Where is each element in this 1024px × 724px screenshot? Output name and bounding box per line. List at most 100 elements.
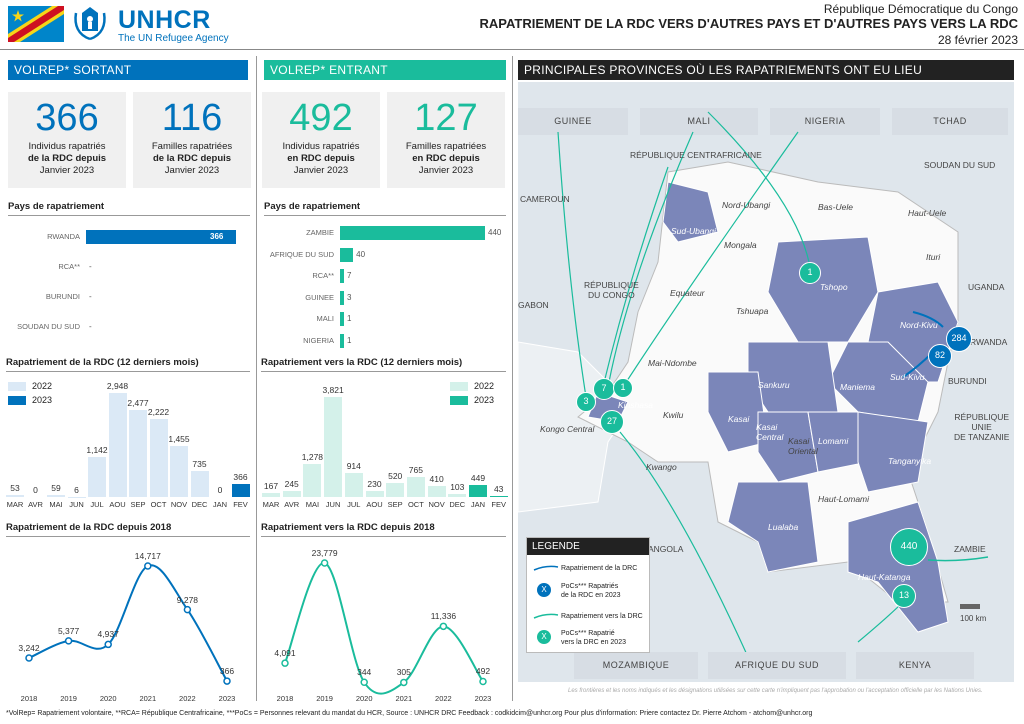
province-equateur: Equateur bbox=[670, 288, 705, 298]
scale-label: 100 km bbox=[960, 614, 987, 623]
monthly-value: 1,142 bbox=[86, 444, 108, 455]
yearly-line bbox=[284, 562, 484, 695]
month-label: JAN bbox=[212, 500, 228, 509]
yearly-value: 5,377 bbox=[57, 625, 80, 636]
divider bbox=[6, 371, 250, 372]
country-bar bbox=[340, 290, 344, 305]
incoming-countries-title: Pays de rapatriement bbox=[264, 201, 361, 212]
country-bar bbox=[340, 312, 344, 326]
map-marker-haut-katanga-440[interactable]: 440 bbox=[890, 528, 928, 566]
province-sankuru: Sankuru bbox=[758, 380, 790, 390]
month-label: AOU bbox=[109, 500, 126, 509]
month-label: OCT bbox=[150, 500, 167, 509]
month-label: JAN bbox=[470, 500, 486, 509]
month-label: MAI bbox=[49, 500, 63, 509]
country-box-nigeria: NIGERIA bbox=[770, 108, 880, 135]
monthly-value: 167 bbox=[263, 480, 279, 491]
year-label: 2021 bbox=[139, 694, 157, 703]
monthly-value: 53 bbox=[10, 483, 20, 494]
outgoing-yearly-title: Rapatriement de la RDC depuis 2018 bbox=[6, 522, 172, 533]
country-value: 7 bbox=[347, 271, 352, 280]
monthly-value: 2,222 bbox=[147, 406, 170, 417]
legend-item-outgoing: Rapatriement de la DRC bbox=[561, 565, 638, 572]
month-label: NOV bbox=[170, 500, 188, 509]
map-marker-sud-kivu-82[interactable]: 82 bbox=[928, 344, 952, 368]
month-label: SEP bbox=[130, 500, 146, 509]
country-box-mali: MALI bbox=[640, 108, 758, 135]
kpi-value: 127 bbox=[414, 97, 478, 139]
monthly-bar bbox=[170, 445, 188, 497]
footer-notes: *VolRep= Rapatriement volontaire, **RCA=… bbox=[6, 710, 813, 717]
province-lomami: Lomami bbox=[818, 436, 849, 446]
map-legend: LEGENDE Rapatriement de la DRC X PoCs***… bbox=[526, 537, 650, 653]
province-kinshasa: Kinshasa bbox=[618, 400, 653, 410]
country-name: RWANDA bbox=[47, 232, 80, 241]
monthly-bar bbox=[406, 476, 425, 497]
legend-swatch-2022 bbox=[8, 382, 26, 391]
map-marker-kongo-27[interactable]: 27 bbox=[600, 410, 624, 434]
legend-item-incoming: Rapatriement vers la DRC bbox=[561, 613, 643, 620]
teal-circle-icon: X bbox=[537, 630, 551, 644]
monthly-bar bbox=[324, 397, 343, 497]
divider bbox=[6, 536, 250, 537]
province-kasai-central: Kasai Central bbox=[756, 422, 783, 442]
map-label-soudan: SOUDAN DU SUD bbox=[924, 160, 996, 170]
org-tagline: The UN Refugee Agency bbox=[118, 33, 229, 44]
monthly-bar bbox=[6, 495, 24, 497]
monthly-bar bbox=[88, 456, 106, 497]
month-label: JUN bbox=[69, 500, 84, 509]
monthly-value: 520 bbox=[388, 471, 403, 482]
year-label: 2022 bbox=[179, 694, 196, 703]
map-label-uganda: UGANDA bbox=[968, 282, 1005, 292]
yearly-value: 3,242 bbox=[18, 643, 40, 653]
map-marker-nord-kivu-284[interactable]: 284 bbox=[946, 326, 972, 352]
map-marker-kinshasa-1[interactable]: 1 bbox=[613, 378, 633, 398]
kpi-label: Familles rapatriées de la RDC depuis Jan… bbox=[133, 141, 251, 177]
yearly-point bbox=[104, 640, 112, 649]
outgoing-kpi-individuals: 366 Individus rapatriés de la RDC depuis… bbox=[8, 92, 126, 188]
year-label: 2023 bbox=[218, 694, 236, 703]
yearly-line-svg bbox=[281, 559, 487, 695]
legend-line: PoCs*** Rapatrié bbox=[561, 630, 615, 637]
legend-line: de la RDC en 2023 bbox=[561, 592, 621, 599]
year-label: 2021 bbox=[395, 694, 413, 703]
year-label: 2023 bbox=[474, 694, 492, 703]
yearly-value: 366 bbox=[219, 666, 235, 677]
map-marker-tshopo[interactable]: 1 bbox=[799, 262, 821, 284]
map-label-zambia: ZAMBIE bbox=[954, 544, 986, 554]
year-label: 2022 bbox=[435, 694, 452, 703]
country-bar bbox=[340, 247, 354, 262]
map-label-rca: RÉPUBLIQUE CENTRAFRICAINE bbox=[630, 150, 762, 160]
month-label: NOV bbox=[428, 500, 445, 509]
monthly-value: 103 bbox=[450, 482, 465, 493]
report-date: 28 février 2023 bbox=[937, 33, 1018, 47]
monthly-bar bbox=[489, 495, 508, 497]
kpi-label: Individus rapatriés en RDC depuis Janvie… bbox=[262, 141, 380, 177]
kpi-value: 492 bbox=[289, 97, 353, 139]
monthly-bar bbox=[427, 486, 446, 497]
map-marker-kongo-3[interactable]: 3 bbox=[576, 392, 596, 412]
monthly-bar bbox=[365, 490, 384, 497]
month-label: OCT bbox=[407, 500, 424, 509]
yearly-value: 9,278 bbox=[176, 594, 199, 605]
map-label-line: Oriental bbox=[788, 446, 818, 456]
drc-map-icon bbox=[518, 111, 989, 658]
province-kwilu: Kwilu bbox=[663, 410, 684, 420]
divider bbox=[264, 215, 506, 216]
province-nord-kivu: Nord-Kivu bbox=[900, 320, 938, 330]
incoming-kpi-families: 127 Familles rapatriées en RDC depuis Ja… bbox=[387, 92, 505, 188]
monthly-value: 43 bbox=[493, 483, 504, 494]
country-label: MALI bbox=[262, 314, 334, 328]
legend-title: LEGENDE bbox=[527, 538, 649, 555]
month-label: DEC bbox=[449, 500, 466, 509]
country-bar bbox=[340, 226, 485, 240]
map-marker-kinshasa-7[interactable]: 7 bbox=[593, 378, 615, 400]
kpi-label-line: Individus rapatriés bbox=[282, 141, 360, 152]
yearly-point bbox=[223, 677, 231, 685]
country-label: AFRIQUE DU SUD bbox=[262, 250, 334, 264]
yearly-point bbox=[479, 677, 487, 686]
province-lualaba: Lualaba bbox=[768, 522, 799, 532]
map-marker-haut-katanga-13[interactable]: 13 bbox=[892, 584, 916, 608]
monthly-value: 366 bbox=[233, 472, 248, 483]
map-disclaimer: Les frontières et les noms indiqués et l… bbox=[568, 688, 983, 694]
